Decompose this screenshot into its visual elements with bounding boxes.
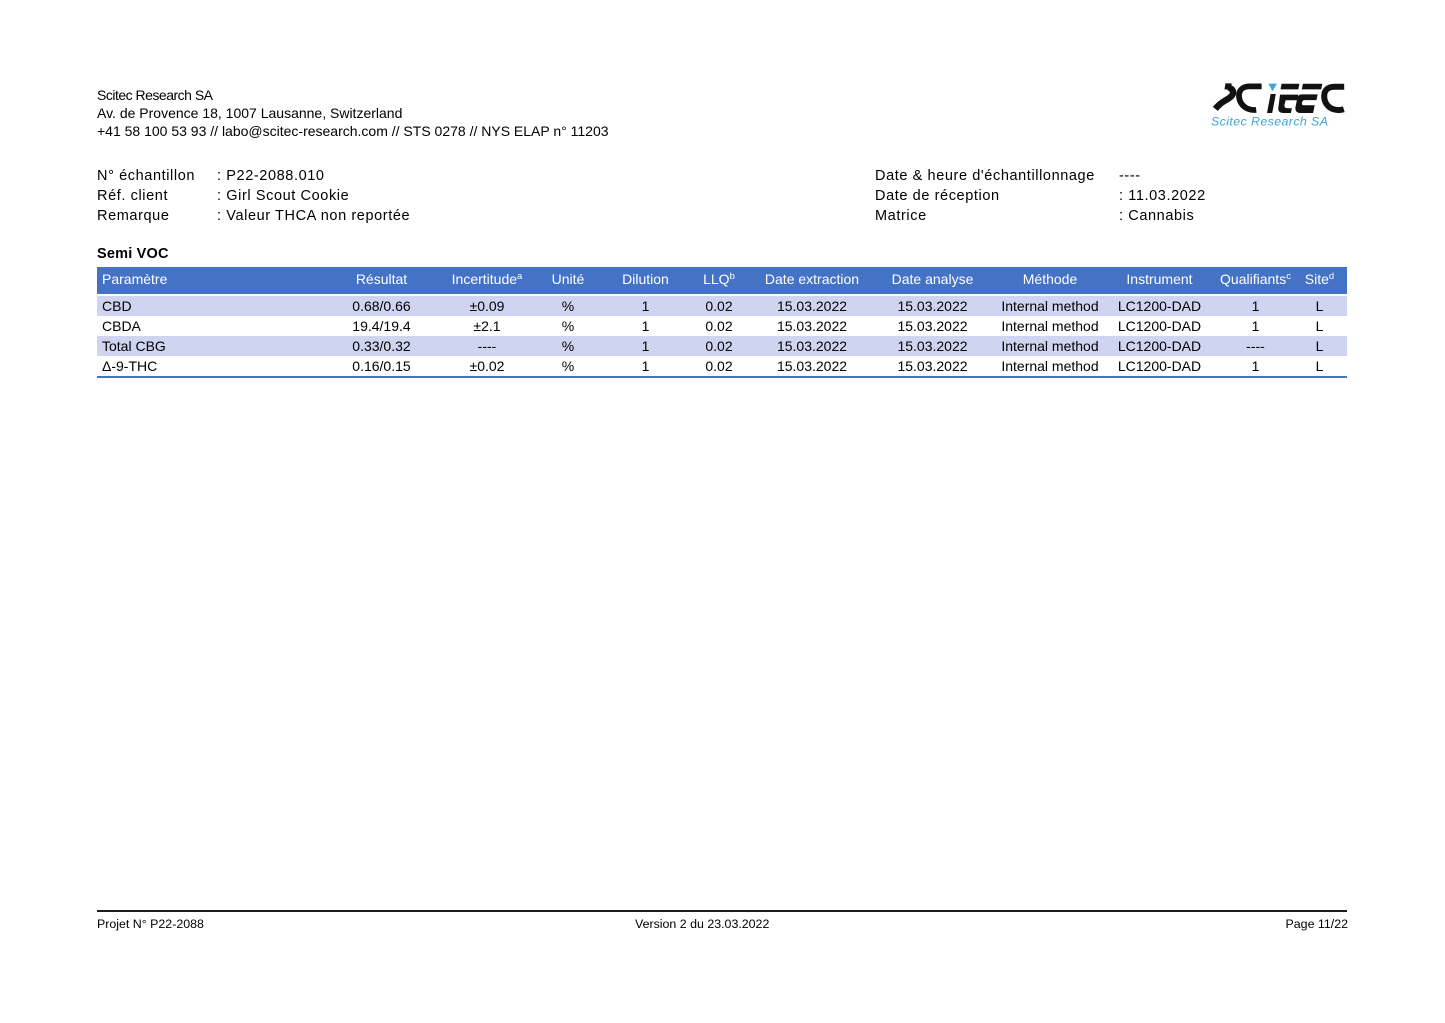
svg-text:Scitec Research SA: Scitec Research SA [1211, 115, 1328, 129]
